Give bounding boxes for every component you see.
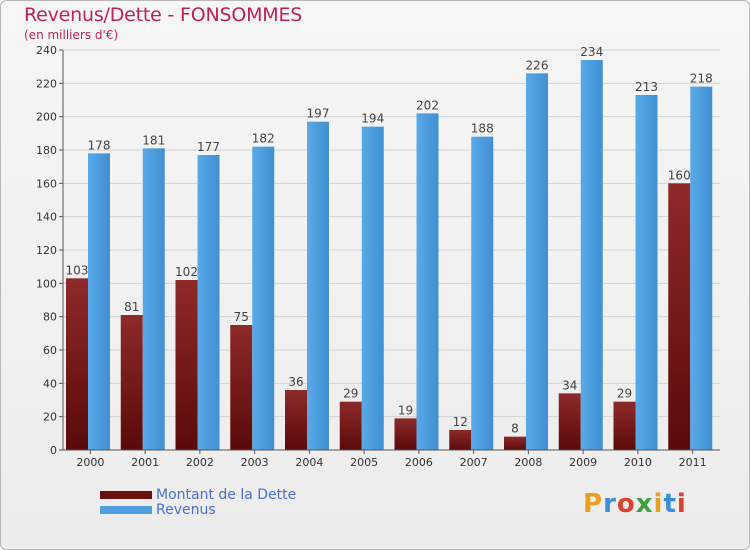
bar-revenus-2006: [416, 113, 439, 450]
label-dette-2009: 34: [562, 378, 577, 392]
bar-revenus-2008: [526, 73, 548, 450]
y-tick-label-220: 220: [36, 77, 57, 90]
x-tick-label-2005: 2005: [350, 456, 378, 469]
label-dette-2007: 12: [453, 415, 468, 429]
bar-dette-2003: [230, 325, 253, 450]
chart-title: Revenus/Dette - FONSOMMES: [24, 4, 303, 26]
logo-letter-3: x: [635, 489, 654, 519]
label-dette-2003: 75: [234, 310, 249, 324]
bar-dette-2002: [175, 280, 198, 450]
legend: Montant de la Dette Revenus: [100, 486, 297, 518]
bar-dette-2009: [558, 393, 581, 450]
bar-dette-2005: [339, 401, 362, 450]
bar-revenus-2004: [307, 121, 329, 451]
legend-label-revenus: Revenus: [156, 501, 216, 518]
logo-letter-1: r: [603, 489, 617, 519]
bar-dette-2004: [285, 390, 307, 450]
y-tick-label-80: 80: [43, 311, 57, 324]
y-tick-label-100: 100: [36, 277, 57, 290]
y-tick-label-60: 60: [43, 344, 57, 357]
legend-item-dette: Montant de la Dette: [100, 486, 297, 503]
bar-revenus-2001: [142, 148, 165, 451]
legend-label-dette: Montant de la Dette: [156, 486, 297, 503]
bar-revenus-2010: [635, 95, 658, 450]
y-tick-label-200: 200: [36, 111, 57, 124]
x-tick-label-2006: 2006: [405, 456, 433, 469]
label-dette-2000: 103: [66, 263, 89, 277]
label-dette-2011: 160: [668, 168, 691, 182]
label-dette-2004: 36: [288, 375, 303, 389]
label-revenus-2009: 234: [580, 45, 603, 59]
bar-dette-2008: [504, 436, 526, 450]
label-revenus-2008: 226: [526, 58, 549, 72]
y-tick-label-120: 120: [36, 244, 57, 257]
y-tick-label-140: 140: [36, 211, 57, 224]
bar-revenus-2000: [88, 153, 110, 451]
label-revenus-2001: 181: [142, 133, 165, 147]
logo-letter-2: o: [616, 489, 636, 519]
label-dette-2005: 29: [343, 387, 358, 401]
legend-item-revenus: Revenus: [100, 501, 296, 518]
bar-revenus-2005: [361, 126, 384, 451]
label-dette-2008: 8: [511, 422, 519, 436]
grid-lines: [63, 49, 720, 451]
label-revenus-2003: 182: [252, 132, 275, 146]
label-dette-2006: 19: [398, 403, 413, 417]
proxiti-logo: Proxiti: [583, 489, 687, 519]
label-revenus-2002: 177: [197, 140, 220, 154]
label-revenus-2000: 178: [88, 138, 111, 152]
bars-group: 103 178 81 181 102 177 75 182 36 197 29 194 19 202 12 1…: [66, 45, 713, 451]
x-tick-label-2010: 2010: [624, 456, 652, 469]
y-axis: 0 20 40 60 80 100 120 140 160 180 200 220 240: [36, 44, 64, 457]
bar-dette-2011: [668, 183, 691, 451]
bar-revenus-2003: [252, 146, 275, 450]
label-revenus-2010: 213: [635, 80, 658, 94]
y-tick-label-240: 240: [36, 44, 57, 57]
y-tick-label-40: 40: [43, 377, 57, 390]
bar-dette-2010: [613, 401, 636, 450]
logo-letter-5: t: [663, 489, 677, 519]
label-dette-2010: 29: [617, 387, 632, 401]
x-axis: 2000 2001 2002 2003 2004 2005 2006 2007 2008 2009…: [63, 449, 720, 469]
label-revenus-2006: 202: [416, 98, 439, 112]
logo-letter-4: i: [653, 489, 664, 519]
x-tick-label-2008: 2008: [514, 456, 542, 469]
bar-revenus-2002: [197, 155, 220, 450]
y-tick-label-20: 20: [43, 411, 57, 424]
chart-subtitle: (en milliers d'€): [24, 28, 119, 42]
x-tick-label-2011: 2011: [679, 456, 707, 469]
x-tick-label-2004: 2004: [295, 456, 323, 469]
bar-revenus-2009: [580, 60, 603, 450]
x-tick-label-2001: 2001: [131, 456, 159, 469]
y-tick-label-0: 0: [50, 444, 57, 457]
label-revenus-2005: 194: [361, 112, 384, 126]
label-dette-2002: 102: [175, 265, 198, 279]
bar-dette-2000: [66, 278, 88, 450]
label-revenus-2011: 218: [690, 72, 713, 86]
bar-dette-2007: [449, 430, 472, 450]
label-revenus-2007: 188: [471, 122, 494, 136]
bar-revenus-2011: [690, 86, 713, 451]
label-revenus-2004: 197: [307, 107, 330, 121]
x-tick-label-2009: 2009: [569, 456, 597, 469]
bar-dette-2001: [120, 315, 143, 450]
y-tick-label-180: 180: [36, 144, 57, 157]
y-tick-label-160: 160: [36, 177, 57, 190]
x-tick-label-2002: 2002: [186, 456, 214, 469]
x-tick-label-2000: 2000: [76, 456, 104, 469]
legend-swatch-dette: [100, 490, 152, 499]
x-tick-label-2003: 2003: [241, 456, 269, 469]
x-tick-label-2007: 2007: [460, 456, 488, 469]
legend-swatch-revenus: [100, 505, 152, 514]
bar-dette-2006: [394, 418, 417, 450]
logo-letter-6: i: [676, 489, 687, 519]
logo-letter-0: P: [583, 489, 604, 519]
label-dette-2001: 81: [124, 300, 139, 314]
bar-revenus-2007: [471, 136, 494, 450]
